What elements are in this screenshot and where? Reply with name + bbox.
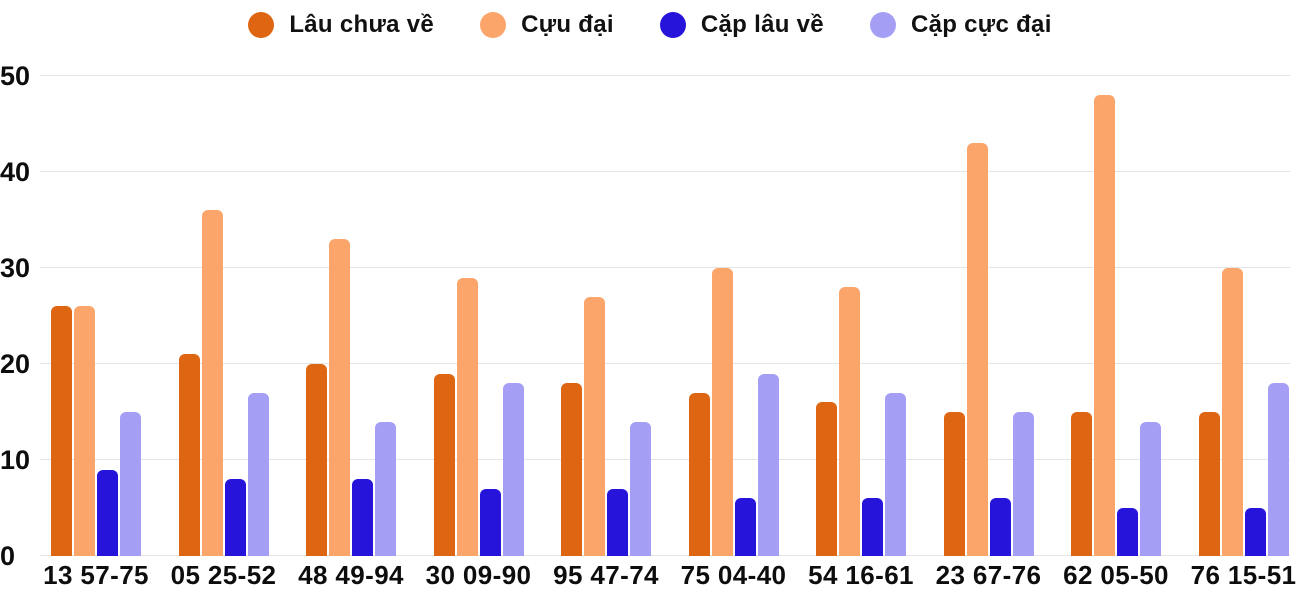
legend-swatch-icon (248, 12, 275, 38)
bar (816, 402, 837, 556)
bar (1140, 421, 1161, 556)
bar (1117, 508, 1138, 556)
x-axis-label: 76 15-51 (1190, 560, 1297, 590)
bar (607, 488, 628, 556)
bar-group (51, 76, 141, 556)
gridline (40, 75, 1290, 76)
bar-group (943, 76, 1034, 556)
y-axis-tick-label: 20 (0, 349, 31, 379)
legend-swatch-icon (480, 12, 507, 38)
bar (688, 392, 710, 556)
bar (1012, 412, 1034, 556)
bar (502, 383, 524, 556)
legend-swatch-icon (659, 12, 686, 38)
gridline (40, 267, 1290, 268)
y-axis-tick-label: 50 (0, 61, 31, 91)
x-axis-label: 23 67-76 (935, 560, 1042, 590)
bar (247, 392, 269, 556)
bar (201, 210, 223, 556)
legend-item-2[interactable]: Cựu đại (480, 11, 614, 39)
bar-group (1071, 76, 1161, 556)
bar (306, 364, 327, 556)
x-axis-label: 54 16-61 (808, 560, 914, 590)
y-axis-tick-label: 10 (0, 445, 31, 475)
bar-group (688, 76, 779, 556)
bar (375, 421, 396, 556)
x-axis-label: 95 47-74 (553, 560, 659, 590)
y-axis-tick-label: 0 (0, 541, 16, 571)
bar (456, 277, 478, 556)
bar (1198, 412, 1220, 556)
bar (757, 373, 779, 556)
y-axis-tick-label: 30 (0, 253, 31, 283)
legend-item-3[interactable]: Cặp lâu về (659, 11, 824, 39)
bar-group (816, 76, 906, 556)
bar (561, 383, 582, 556)
bar (51, 306, 72, 556)
bar (1094, 95, 1115, 556)
bar (711, 268, 733, 556)
bar (352, 479, 373, 556)
bar (120, 412, 141, 556)
bar (1071, 412, 1092, 556)
gridline (40, 459, 1290, 460)
x-axis-label: 62 05-50 (1063, 560, 1169, 590)
bar (584, 296, 605, 556)
bar-group (1198, 76, 1289, 556)
bar-group (178, 76, 269, 556)
x-axis-line (40, 555, 1290, 556)
bar (178, 354, 200, 556)
legend-swatch-icon (869, 12, 896, 38)
x-axis-label: 13 57-75 (43, 560, 149, 590)
bar (630, 421, 651, 556)
legend-label: Cặp cực đại (910, 11, 1052, 38)
chart-legend: Lâu chưa về Cựu đại Cặp lâu về Cặp cực đại (0, 6, 1300, 44)
plot-area (40, 75, 1290, 556)
bar (224, 479, 246, 556)
bar (1244, 508, 1266, 556)
bar-group (561, 76, 651, 556)
bar (74, 306, 95, 556)
bar (966, 143, 988, 556)
legend-label: Cựu đại (521, 11, 614, 38)
bar (734, 498, 756, 556)
bar (989, 498, 1011, 556)
bar (1221, 268, 1243, 556)
bar (862, 498, 883, 556)
gridline (40, 171, 1290, 172)
x-axis-label: 75 04-40 (680, 560, 787, 590)
bar-group (433, 76, 524, 556)
bar (479, 488, 501, 556)
legend-label: Lâu chưa về (289, 11, 435, 38)
bar (433, 373, 455, 556)
bar (839, 287, 860, 556)
bar (97, 469, 118, 556)
bar-group (306, 76, 396, 556)
x-axis-label: 30 09-90 (425, 560, 532, 590)
legend-item-4[interactable]: Cặp cực đại (869, 11, 1052, 39)
bar (943, 412, 965, 556)
x-axis-label: 05 25-52 (170, 560, 277, 590)
bar (329, 239, 350, 556)
y-axis-tick-label: 40 (0, 157, 31, 187)
x-axis-label: 48 49-94 (298, 560, 404, 590)
bar (1267, 383, 1289, 556)
legend-label: Cặp lâu về (700, 11, 824, 38)
gridline (40, 363, 1290, 364)
bar (885, 392, 906, 556)
legend-item-1[interactable]: Lâu chưa về (248, 11, 434, 39)
